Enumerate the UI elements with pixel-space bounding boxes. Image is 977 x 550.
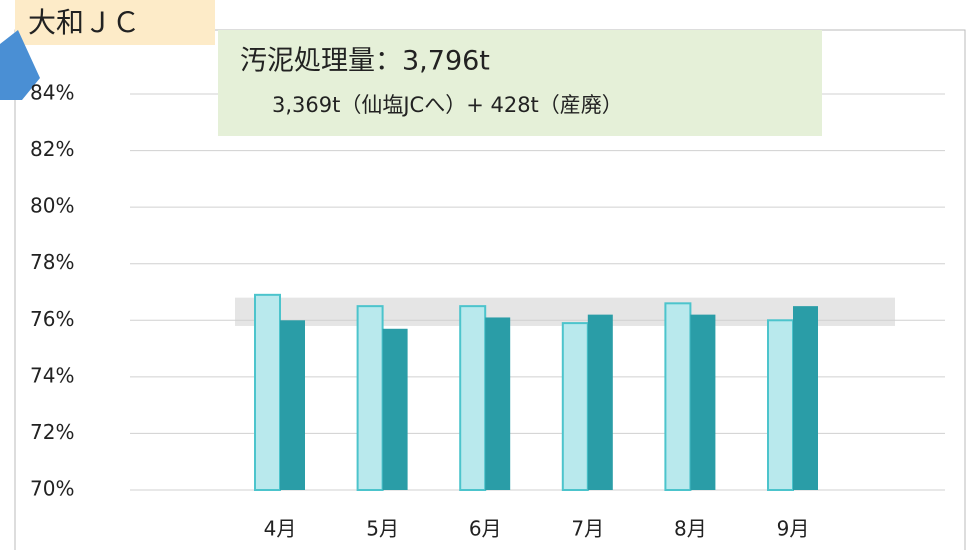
bar	[690, 314, 716, 490]
x-tick-label: 5月	[366, 517, 399, 541]
y-tick-label: 82%	[30, 137, 74, 161]
bar	[561, 322, 589, 491]
y-tick-label: 84%	[30, 81, 74, 105]
x-tick-label: 8月	[674, 517, 707, 541]
bar	[485, 317, 511, 490]
bar	[254, 293, 281, 492]
y-tick-label: 70%	[30, 477, 74, 501]
y-tick-label: 72%	[30, 420, 74, 444]
bar	[280, 320, 305, 490]
annotation: 汚泥処理量：3,796t	[240, 46, 490, 77]
arrow-shape	[0, 30, 40, 100]
x-tick-label: 6月	[469, 517, 502, 541]
x-tick-label: 7月	[571, 517, 604, 541]
chart-title: 大和ＪＣ	[28, 6, 140, 39]
bar	[587, 314, 613, 490]
bar	[382, 328, 408, 490]
annotation-box	[218, 30, 822, 136]
bar	[793, 306, 818, 490]
x-tick-label: 4月	[264, 517, 297, 541]
y-tick-label: 74%	[30, 363, 74, 387]
bar	[356, 305, 384, 491]
y-tick-label: 80%	[30, 194, 74, 218]
title-box	[15, 0, 215, 45]
annotation: 3,369t（仙塩JCへ）+ 428t（産廃）	[272, 93, 623, 117]
y-tick-label: 76%	[30, 307, 74, 331]
x-tick-label: 9月	[777, 517, 810, 541]
bar	[664, 302, 692, 492]
y-tick-label: 78%	[30, 250, 74, 274]
bar	[459, 305, 487, 491]
bar	[767, 319, 794, 491]
plot-area: 70% 72% 74% 76% 78% 80% 82% 84% 4月 5月 6月 7月 8月 9月	[30, 81, 945, 541]
